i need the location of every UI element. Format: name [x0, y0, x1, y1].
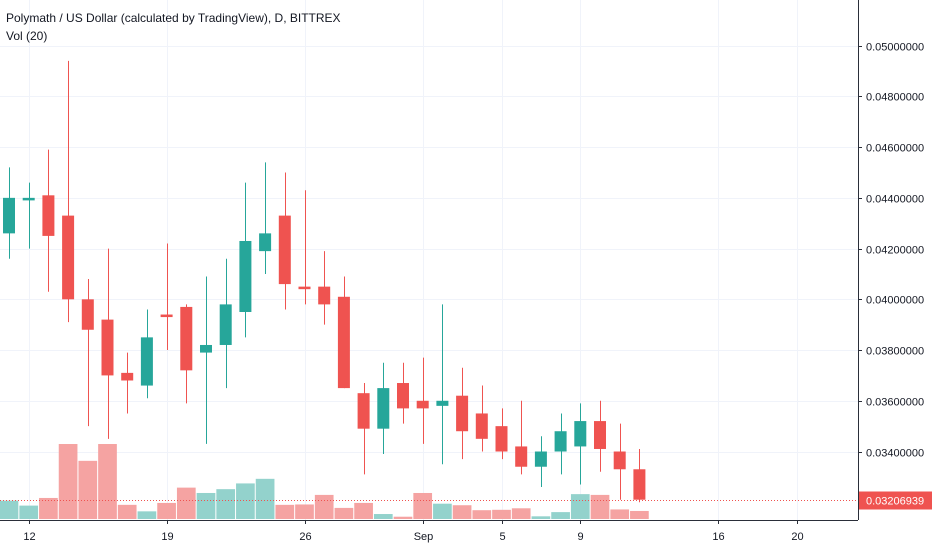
volume-bar	[275, 504, 295, 519]
volume-bar	[590, 494, 610, 519]
candle-body[interactable]	[81, 299, 94, 330]
candle-body[interactable]	[160, 314, 173, 318]
candle-body[interactable]	[495, 426, 508, 452]
candle-body[interactable]	[3, 197, 15, 234]
time-tick-label: 19	[161, 531, 173, 543]
candle-body[interactable]	[219, 304, 232, 345]
volume-bar	[492, 509, 511, 519]
candle-body[interactable]	[456, 395, 469, 432]
candle-body[interactable]	[140, 337, 153, 386]
candle-body[interactable]	[377, 388, 390, 429]
candle-body[interactable]	[239, 240, 252, 312]
volume-bar	[157, 502, 176, 519]
price-tick-label: 0.04000000	[866, 295, 924, 307]
candle-body[interactable]	[278, 215, 291, 285]
last-price-badge	[859, 491, 932, 510]
candle-body[interactable]	[42, 195, 55, 236]
time-tick-label: 5	[499, 531, 505, 543]
price-tick-label: 0.04600000	[866, 143, 924, 155]
candle-body[interactable]	[357, 393, 370, 429]
candle-body[interactable]	[515, 446, 528, 467]
candle-body[interactable]	[594, 421, 606, 449]
volume-bar	[216, 489, 236, 519]
volume-bar	[393, 516, 413, 519]
volume-bar	[78, 460, 98, 519]
volume-bar	[58, 444, 78, 519]
time-tick-label: 9	[577, 531, 583, 543]
volume-bar	[452, 505, 472, 519]
volume-bar	[610, 509, 630, 519]
candle-body[interactable]	[337, 296, 350, 389]
volume-bar	[531, 516, 551, 519]
candle-body[interactable]	[180, 306, 193, 371]
volume-bar	[354, 502, 373, 519]
price-tick-label: 0.04400000	[866, 194, 924, 206]
time-tick-label: 16	[712, 531, 724, 543]
volume-bar	[98, 444, 117, 519]
price-tick-label: 0.04200000	[866, 245, 924, 257]
chart-title: Polymath / US Dollar (calculated by Trad…	[6, 11, 341, 25]
price-tick-label: 0.03400000	[866, 448, 924, 460]
volume-bar	[314, 494, 334, 519]
candle-body[interactable]	[554, 431, 567, 452]
time-tick-label: 12	[23, 531, 35, 543]
time-tick-label: 26	[299, 531, 311, 543]
time-tick-label: 20	[791, 531, 803, 543]
volume-indicator-label[interactable]: Vol (20)	[6, 29, 48, 43]
volume-bar	[433, 503, 452, 519]
volume-bar	[630, 510, 649, 519]
candle-body[interactable]	[298, 286, 311, 290]
volume-bar	[236, 483, 255, 519]
volume-bar	[551, 512, 570, 519]
price-tick-label: 0.03800000	[866, 346, 924, 358]
volume-bar	[255, 478, 275, 519]
volume-bar	[570, 494, 590, 519]
chart-legend: Polymath / US Dollar (calculated by Trad…	[6, 9, 341, 45]
candle-body[interactable]	[318, 286, 331, 305]
last-price-label: 0.03206939	[866, 496, 924, 508]
candle-body[interactable]	[416, 400, 429, 409]
volume-bar	[39, 497, 58, 519]
candle-body[interactable]	[436, 400, 449, 406]
candle-body[interactable]	[397, 383, 409, 409]
volume-bar	[19, 505, 39, 519]
candle-body[interactable]	[475, 413, 488, 439]
volume-bar	[196, 492, 216, 519]
volume-bar	[472, 510, 492, 519]
volume-bar	[413, 492, 433, 519]
volume-bar	[373, 514, 393, 519]
volume-bar	[295, 504, 314, 519]
volume-bar	[117, 504, 137, 519]
volume-bar	[176, 487, 196, 519]
candle-body[interactable]	[613, 451, 626, 470]
price-tick-label: 0.04800000	[866, 92, 924, 104]
price-tick-label: 0.05000000	[866, 42, 924, 54]
volume-bar	[511, 508, 531, 519]
candle-body[interactable]	[633, 469, 646, 500]
volume-bar	[334, 507, 354, 519]
volume-bar	[137, 511, 157, 519]
candle-body[interactable]	[259, 233, 272, 252]
price-tick-label: 0.03600000	[866, 397, 924, 409]
candle-body[interactable]	[121, 372, 134, 381]
candle-body[interactable]	[200, 344, 212, 353]
candle-body[interactable]	[22, 197, 35, 201]
candle-body[interactable]	[101, 319, 114, 376]
time-tick-label: Sep	[414, 531, 434, 543]
candle-body[interactable]	[574, 421, 587, 447]
candle-body[interactable]	[62, 215, 75, 300]
volume-bar	[0, 500, 19, 519]
candle-body[interactable]	[534, 451, 547, 467]
